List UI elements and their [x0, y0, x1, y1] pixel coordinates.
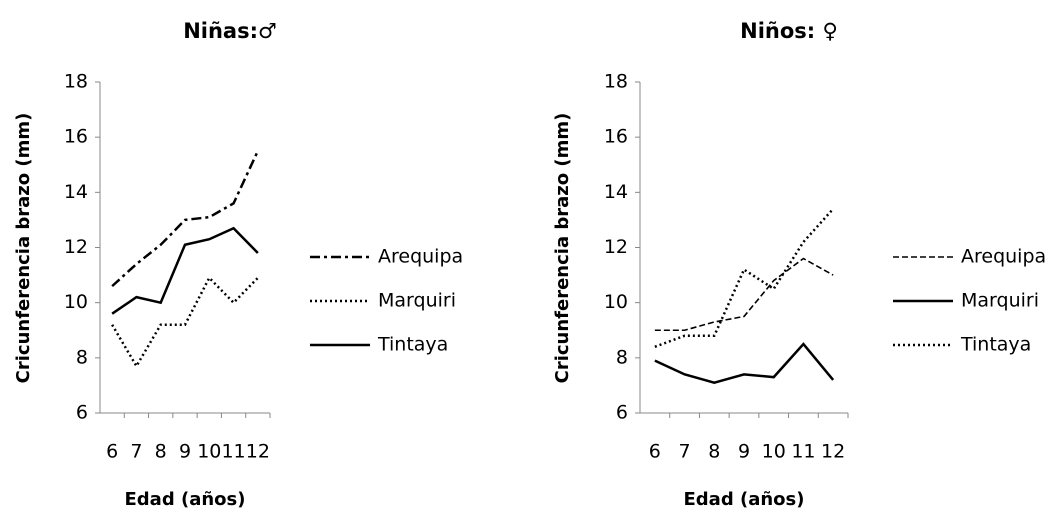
y-tick-label: 10: [64, 291, 88, 313]
x-tick-label: 6: [649, 441, 661, 463]
line: [111, 150, 259, 288]
x-tick-label: 11: [221, 441, 245, 463]
legend-label: Tintaya: [960, 334, 1031, 356]
x-axis-label: Edad (años): [125, 489, 246, 510]
x-tick-label: 6: [106, 441, 118, 463]
y-tick-label: 16: [64, 126, 88, 148]
x-tick-label: 12: [246, 441, 270, 463]
x-tick-label: 9: [179, 441, 191, 463]
y-tick-label: 12: [604, 236, 628, 258]
y-tick-label: 8: [616, 346, 628, 368]
legend-label: Arequipa: [961, 246, 1046, 268]
legend-label: Arequipa: [378, 246, 463, 268]
chart-title: Niñas:♂: [183, 19, 277, 43]
x-tick-label: 11: [791, 441, 815, 463]
x-tick-label: 7: [679, 441, 691, 463]
y-tick-label: 18: [64, 71, 88, 93]
x-tick-label: 9: [738, 441, 750, 463]
line: [654, 342, 835, 384]
x-tick-label: 8: [708, 441, 720, 463]
y-axis-label: Cricunferencia brazo (mm): [13, 113, 34, 384]
x-tick-label: 12: [821, 441, 845, 463]
legend-label: Tintaya: [377, 334, 448, 356]
line: [654, 208, 835, 348]
legend-label: Marquiri: [378, 290, 456, 312]
chart-title: Niños: ♀: [740, 19, 838, 43]
y-tick-label: 18: [604, 71, 628, 93]
x-tick-label: 10: [197, 441, 221, 463]
line: [111, 226, 259, 315]
x-tick-label: 10: [762, 441, 786, 463]
legend-label: Marquiri: [961, 290, 1039, 312]
y-tick-label: 8: [76, 346, 88, 368]
x-tick-label: 7: [130, 441, 142, 463]
y-tick-label: 14: [604, 181, 628, 203]
y-tick-label: 12: [64, 236, 88, 258]
y-tick-label: 6: [76, 402, 88, 424]
y-axis-label: Cricunferencia brazo (mm): [552, 113, 573, 384]
line: [654, 257, 834, 332]
x-tick-label: 8: [155, 441, 167, 463]
line: [111, 275, 259, 369]
y-tick-label: 14: [64, 181, 88, 203]
y-tick-label: 16: [604, 126, 628, 148]
y-tick-label: 10: [604, 291, 628, 313]
y-tick-label: 6: [616, 402, 628, 424]
x-axis-label: Edad (años): [684, 489, 805, 510]
